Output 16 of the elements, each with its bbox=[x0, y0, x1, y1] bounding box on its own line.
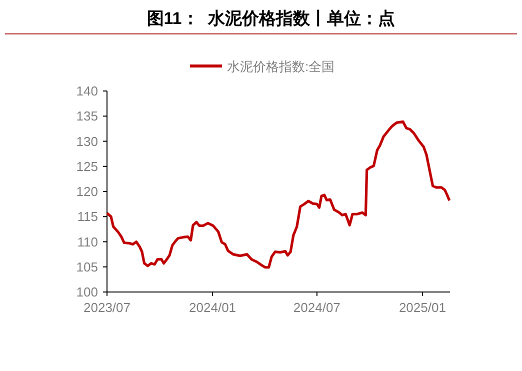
x-tick-label: 2025/01 bbox=[398, 300, 446, 315]
x-tick-label: 2023/07 bbox=[84, 300, 130, 315]
x-tick-label: 2024/01 bbox=[189, 300, 236, 315]
x-tick-label: 2024/07 bbox=[293, 300, 340, 315]
y-tick-label: 100 bbox=[76, 284, 98, 300]
y-tick-label: 125 bbox=[76, 158, 98, 174]
y-tick-label: 105 bbox=[76, 259, 98, 274]
y-tick-label: 120 bbox=[76, 184, 98, 199]
chart-title: 图11： 水泥价格指数丨单位：点 bbox=[146, 9, 396, 28]
y-tick-label: 115 bbox=[77, 209, 98, 224]
y-tick-label: 130 bbox=[76, 134, 98, 149]
y-tick-label: 140 bbox=[76, 84, 98, 98]
y-tick-label: 110 bbox=[77, 234, 98, 250]
legend-label: 水泥价格指数:全国 bbox=[227, 59, 335, 74]
line-series bbox=[106, 120, 451, 269]
y-tick-label: 135 bbox=[76, 108, 98, 124]
